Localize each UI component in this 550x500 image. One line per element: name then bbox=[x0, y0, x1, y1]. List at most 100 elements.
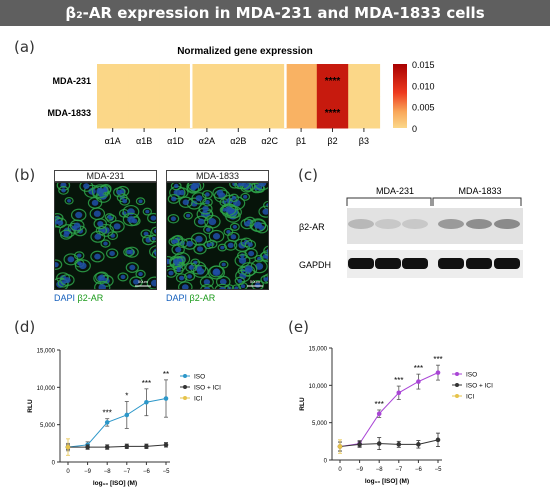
data-point bbox=[124, 444, 130, 449]
b2ar-stain bbox=[175, 273, 188, 283]
data-point bbox=[435, 437, 441, 443]
dapi-nucleus bbox=[173, 258, 180, 265]
b2ar-stain bbox=[173, 252, 191, 266]
dapi-nucleus bbox=[186, 213, 191, 218]
b2ar-stain bbox=[63, 253, 79, 266]
dapi-nucleus bbox=[266, 248, 268, 253]
dapi-nucleus bbox=[179, 275, 185, 281]
scalebar-label: 50um bbox=[138, 279, 149, 284]
b2ar-stain bbox=[240, 183, 254, 193]
heatmap-col-label: α1B bbox=[136, 136, 152, 146]
heatmap-cell bbox=[348, 64, 381, 97]
dapi-nucleus bbox=[138, 272, 143, 277]
dapi-nucleus bbox=[91, 199, 99, 206]
b2ar-stain bbox=[57, 278, 69, 288]
dapi-nucleus bbox=[221, 262, 226, 267]
heatmap-cell bbox=[285, 64, 318, 97]
y-tick-label: 5,000 bbox=[312, 421, 328, 427]
band-b2ar bbox=[348, 219, 374, 229]
dapi-nucleus bbox=[218, 286, 226, 289]
b2ar-stain bbox=[251, 279, 265, 289]
blot-header-231: MDA-231 bbox=[376, 186, 414, 196]
b2ar-stain bbox=[200, 284, 214, 289]
heatmap-title: Normalized gene expression bbox=[177, 46, 313, 57]
dapi-nucleus bbox=[247, 242, 253, 247]
b2ar-stain bbox=[259, 251, 268, 261]
x-tick-label: −9 bbox=[356, 467, 364, 473]
micro-header-1833: MDA-1833 bbox=[166, 170, 269, 182]
b2ar-stain bbox=[147, 212, 156, 224]
significance-label: *** bbox=[103, 409, 112, 418]
dapi-nucleus bbox=[244, 221, 251, 227]
b2ar-stain bbox=[90, 250, 105, 263]
dapi-nucleus bbox=[129, 264, 136, 271]
x-tick-label: −7 bbox=[395, 467, 403, 473]
b2ar-stain bbox=[122, 212, 140, 227]
b2ar-stain bbox=[95, 225, 108, 236]
micro-header-231: MDA-231 bbox=[54, 170, 157, 182]
blot-row-label: GAPDH bbox=[299, 260, 331, 270]
heatmap-col-label: α2A bbox=[199, 136, 215, 146]
b2ar-stain bbox=[234, 276, 245, 286]
b2ar-stain bbox=[123, 247, 135, 257]
dapi-nucleus bbox=[227, 242, 234, 249]
series-line bbox=[339, 439, 439, 448]
b2ar-stain bbox=[59, 229, 73, 240]
dapi-nucleus bbox=[93, 210, 101, 217]
legend-label: ICI bbox=[466, 394, 475, 401]
colorbar-tick-label: 0.005 bbox=[412, 103, 435, 113]
dapi-nucleus bbox=[216, 189, 224, 196]
dapi-nucleus bbox=[239, 183, 247, 187]
dapi-nucleus bbox=[63, 232, 70, 238]
dapi-nucleus bbox=[234, 286, 239, 289]
dose-response-chart-e: 0 5,000 10,000 15,000 0 −9 −8 −7 −6 −5 log₁₀ [ISO]… bbox=[299, 347, 493, 486]
b2ar-stain bbox=[240, 262, 258, 277]
heatmap-col-label: β1 bbox=[296, 136, 306, 146]
dapi-nucleus bbox=[120, 274, 126, 280]
band-b2ar bbox=[375, 219, 401, 229]
b2ar-stain bbox=[149, 245, 156, 259]
b2ar-stain bbox=[135, 197, 146, 206]
x-axis-label: log₁₀ [ISO] (M) bbox=[93, 480, 137, 487]
dapi-nucleus bbox=[238, 257, 247, 264]
dapi-nucleus bbox=[113, 223, 121, 230]
dapi-nucleus bbox=[204, 192, 210, 197]
dapi-nucleus bbox=[196, 268, 205, 275]
figure-title: β₂-AR expression in MDA-231 and MDA-1833… bbox=[0, 0, 550, 26]
heatmap-cell bbox=[222, 96, 255, 129]
b2ar-stain bbox=[204, 214, 221, 229]
band-gapdh bbox=[375, 258, 401, 269]
dapi-nucleus bbox=[188, 264, 194, 270]
b2ar-stain bbox=[212, 186, 228, 200]
legend-marker bbox=[455, 394, 459, 398]
dapi-nucleus bbox=[232, 224, 238, 229]
dapi-nucleus bbox=[191, 183, 200, 189]
dapi-nucleus bbox=[197, 218, 205, 225]
dapi-nucleus bbox=[96, 187, 105, 195]
blot-bracket-1833 bbox=[432, 197, 522, 206]
band-b2ar bbox=[402, 219, 428, 229]
b2ar-stain bbox=[258, 205, 268, 218]
dapi-nucleus bbox=[55, 262, 59, 268]
heatmap-row-label: MDA-1833 bbox=[47, 108, 91, 118]
dapi-nucleus bbox=[64, 277, 71, 284]
b2ar-stain bbox=[260, 275, 268, 284]
band-b2ar bbox=[466, 219, 492, 229]
significance-label: *** bbox=[414, 364, 423, 373]
dapi-nucleus bbox=[97, 275, 105, 282]
heatmap-cell bbox=[316, 96, 349, 129]
legend-label: ISO bbox=[466, 372, 477, 379]
b2ar-stain bbox=[228, 196, 246, 210]
dapi-nucleus bbox=[195, 235, 203, 243]
legend-marker bbox=[455, 372, 459, 376]
dapi-nucleus bbox=[171, 239, 177, 244]
dapi-nucleus bbox=[122, 199, 128, 204]
significance-label: *** bbox=[394, 376, 403, 385]
dapi-nucleus bbox=[151, 236, 156, 241]
b2ar-stain bbox=[240, 218, 254, 230]
b2ar-stain bbox=[60, 274, 75, 287]
heatmap-chart: Normalized gene expression MDA-231 **** MDA… bbox=[47, 46, 435, 146]
b2ar-stain bbox=[100, 239, 111, 248]
b2ar-stain bbox=[129, 276, 143, 288]
dapi-nucleus bbox=[79, 262, 87, 270]
